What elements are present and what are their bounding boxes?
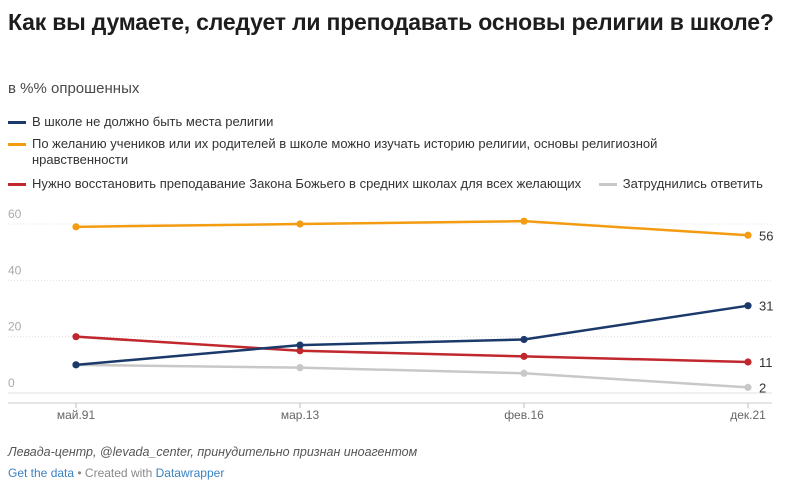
get-data-link[interactable]: Get the data	[8, 466, 75, 480]
legend-swatch-undecided	[598, 183, 617, 186]
data-point-s1-0	[72, 223, 80, 231]
x-tick-label-0: май.91	[57, 408, 96, 422]
x-axis: май.91 мар.13 фев.16 дек.21	[8, 402, 772, 422]
series-line-1	[74, 219, 750, 237]
x-tick-label-2: фев.16	[504, 408, 544, 422]
data-point-s3-2	[520, 369, 528, 377]
legend-label-law-of-god: Нужно восстановить преподавание Закона Б…	[32, 176, 582, 191]
legend: В школе не должно быть места религии По …	[8, 114, 788, 192]
end-label-2: 11	[759, 355, 773, 370]
data-point-s0-1	[296, 341, 304, 349]
y-tick-labels: 0 20 40 60	[8, 207, 22, 390]
y-tick-label-20: 20	[8, 320, 22, 334]
data-point-s3-3	[744, 383, 752, 391]
y-tick-label-60: 60	[8, 207, 22, 221]
end-labels: 2 56 11 31	[759, 228, 773, 395]
data-point-s0-2	[520, 335, 528, 344]
series-lines	[72, 217, 752, 391]
y-tick-label-0: 0	[8, 376, 15, 390]
datawrapper-link[interactable]: Datawrapper	[155, 466, 225, 480]
legend-item-optional-history: По желанию учеников или их родителей в ш…	[8, 136, 788, 168]
legend-item-undecided: Затруднились ответить	[598, 176, 763, 192]
legend-label-undecided: Затруднились ответить	[622, 176, 763, 191]
end-label-1: 56	[759, 228, 773, 243]
legend-label-no-religion: В школе не должно быть места религии	[32, 114, 274, 129]
series-line-3	[74, 363, 750, 389]
data-point-s2-0	[72, 333, 80, 341]
data-point-s2-3	[744, 358, 752, 366]
data-point-s2-2	[520, 352, 528, 360]
x-tick-label-3: дек.21	[730, 408, 766, 422]
legend-row-3: Нужно восстановить преподавание Закона Б…	[8, 174, 788, 192]
data-point-s3-1	[296, 364, 304, 372]
data-point-s1-3	[744, 231, 752, 239]
legend-swatch-law-of-god	[8, 183, 26, 186]
legend-label-optional-history: По желанию учеников или их родителей в ш…	[32, 136, 658, 167]
credit-separator: • Created with	[74, 466, 156, 480]
series-line-0	[74, 304, 750, 367]
data-point-s1-1	[296, 220, 304, 228]
data-point-s2-1	[296, 347, 304, 355]
chart-subtitle: в %% опрошенных	[8, 80, 140, 97]
x-tick-label-1: мар.13	[281, 408, 320, 422]
legend-swatch-optional-history	[8, 143, 26, 146]
legend-item-no-religion: В школе не должно быть места религии	[8, 114, 788, 130]
y-tick-label-40: 40	[8, 263, 22, 277]
legend-swatch-no-religion	[8, 121, 26, 124]
footer-credit: Get the data • Created with Datawrapper	[8, 466, 224, 480]
data-point-s1-2	[520, 217, 528, 225]
end-label-0: 31	[759, 299, 773, 314]
data-point-s0-3	[744, 302, 752, 310]
gridlines	[8, 223, 772, 394]
series-line-2	[74, 335, 750, 364]
chart-title: Как вы думаете, следует ли преподавать о…	[8, 9, 774, 35]
end-label-3: 2	[759, 380, 766, 395]
data-point-s0-0	[72, 361, 80, 369]
source-note: Левада-центр, @levada_center, принудител…	[8, 445, 418, 459]
line-chart: 0 20 40 60 май.91 мар.13 фев.16 дек.21 2 56 11 31	[8, 207, 773, 422]
legend-item-law-of-god: Нужно восстановить преподавание Закона Б…	[8, 176, 581, 192]
